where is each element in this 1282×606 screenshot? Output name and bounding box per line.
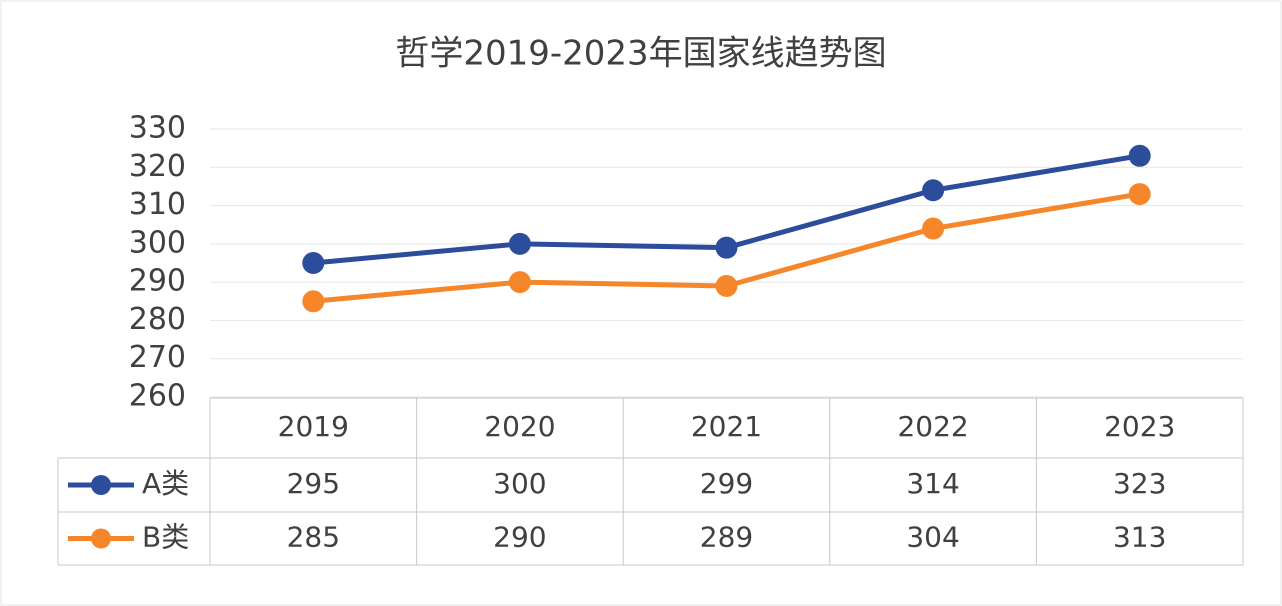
y-tick-label: 320	[129, 149, 186, 184]
table-value: 295	[287, 467, 340, 500]
legend-marker	[91, 475, 111, 495]
y-tick-label: 280	[129, 302, 186, 337]
table-value: 299	[700, 467, 753, 500]
legend-label: A类	[142, 467, 189, 500]
data-point	[508, 232, 531, 255]
y-tick-label: 290	[129, 264, 186, 299]
data-point	[1128, 183, 1151, 206]
data-point	[715, 274, 738, 297]
y-tick-label: 270	[129, 340, 186, 375]
data-point	[508, 271, 531, 294]
table-value: 304	[906, 521, 959, 554]
x-tick-label: 2023	[1104, 410, 1175, 443]
x-tick-label: 2022	[897, 410, 968, 443]
data-point	[1128, 144, 1151, 167]
x-tick-label: 2019	[278, 410, 349, 443]
table-value: 314	[906, 467, 959, 500]
chart-title: 哲学2019-2023年国家线趋势图	[395, 34, 886, 74]
table-value: 300	[493, 467, 546, 500]
y-tick-label: 330	[129, 111, 186, 146]
y-tick-label: 310	[129, 187, 186, 222]
y-tick-label: 300	[129, 225, 186, 260]
y-tick-label: 260	[129, 379, 186, 414]
legend-label: B类	[142, 521, 189, 554]
table-value: 323	[1113, 467, 1166, 500]
x-tick-label: 2020	[484, 410, 555, 443]
legend-marker	[91, 528, 111, 549]
x-tick-label: 2021	[691, 410, 762, 443]
data-point	[922, 217, 945, 240]
data-point	[922, 179, 945, 202]
data-point	[302, 290, 325, 313]
table-value: 289	[700, 521, 753, 554]
data-point	[302, 252, 325, 274]
data-point	[715, 236, 738, 259]
table-value: 285	[287, 521, 340, 554]
table-value: 313	[1113, 521, 1166, 554]
table-value: 290	[493, 521, 546, 554]
